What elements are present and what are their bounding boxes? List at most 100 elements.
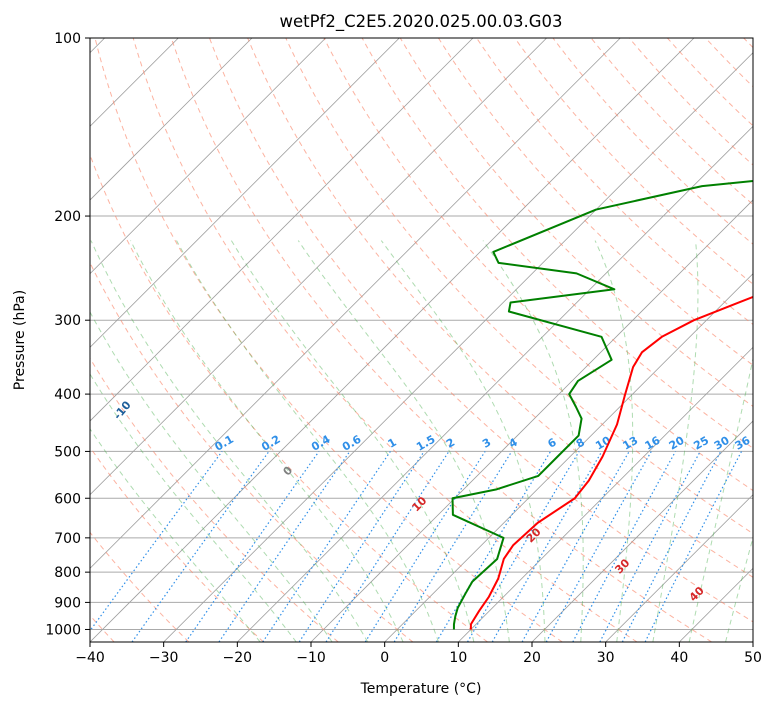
isotherm-line [90,38,400,348]
moist-adiabat-line [130,240,404,642]
dry-adiabat-line [94,38,563,642]
isotherm-line [90,38,253,201]
y-tick-label: 500 [54,444,81,460]
isotherm-line [531,420,753,642]
y-tick-label: 600 [54,491,81,507]
mixing-ratio-label: 1.5 [414,433,437,454]
y-tick-label: 1000 [45,622,81,638]
mixing-ratio-line [466,451,580,642]
isotherm-line [90,38,695,642]
x-tick-label: 10 [449,650,467,666]
dry-adiabat-line [90,261,414,642]
plot-frame [89,37,754,643]
mixing-ratio-line [644,451,743,642]
moist-adiabat-label: 10 [409,494,429,514]
isotherm-line [163,52,753,642]
mixing-ratio-label: 13 [621,434,641,453]
dry-adiabat-line [90,357,339,642]
y-tick-label: 700 [54,531,81,547]
dry-adiabat-line [209,38,753,623]
mixing-ratio-line [435,451,552,642]
isotherm-line [90,38,621,569]
dry-adiabat-lines [90,38,753,642]
y-tick-label: 400 [54,387,81,403]
isotherm-gridlines [90,38,753,642]
dry-adiabat-line [476,38,753,326]
isotherm-line [90,38,474,422]
x-tick-label: 0 [380,650,389,666]
mixing-ratio-lines [90,451,743,642]
dry-adiabat-line [323,38,753,492]
x-tick-label: 50 [744,650,762,666]
chart-title: wetPf2_C2E5.2020.025.00.03.G03 [279,12,562,32]
mixing-ratio-line [262,451,391,642]
x-axis-label: Temperature (°C) [360,681,482,697]
dewpoint-profile-line [451,179,753,630]
dry-adiabat-line [247,38,753,578]
x-tick-label: 20 [523,650,541,666]
mixing-ratio-label: 30 [712,434,732,453]
dry-adiabat-line [438,38,753,366]
moist-adiabat-line [176,240,439,642]
moist-adiabat-line [90,240,369,642]
mixing-ratio-label: 6 [545,435,558,450]
dry-adiabat-line [514,38,753,285]
x-tick-label: −30 [149,650,179,666]
dry-adiabat-line [399,38,753,408]
mixing-ratio-line [218,451,351,642]
x-tick-label: −10 [296,650,326,666]
mixing-ratio-label: 10 [593,434,613,453]
moist-adiabat-lines [90,240,753,642]
moist-adiabat-line [230,240,475,642]
mixing-ratio-label: 0.2 [259,433,282,454]
x-tick-label: 30 [597,650,615,666]
dry-adiabat-line [667,38,753,127]
mixing-ratio-line [491,451,603,642]
moist-adiabat-line [90,310,333,642]
y-tick-label: 200 [54,209,81,225]
mixing-ratio-label: 2 [444,436,457,451]
isotherm-line [458,346,753,642]
mixing-ratio-line [572,451,677,642]
dry-adiabat-line [90,531,190,642]
dry-adiabat-line [743,38,753,49]
dry-adiabat-line [132,38,638,642]
y-tick-label: 800 [54,565,81,581]
moist-adiabat-line [482,240,584,642]
mixing-ratio-line [325,451,450,642]
mixing-ratio-line [131,451,270,642]
y-axis-label: Pressure (hPa) [12,290,28,390]
mixing-ratio-label: 1 [386,436,399,451]
mixing-ratio-line [90,451,223,632]
dry-adiabat-line [285,38,753,535]
dry-adiabat-line [170,38,712,642]
dry-adiabat-line [361,38,753,449]
mixing-ratio-line [521,451,630,642]
y-tick-label: 100 [54,31,81,47]
y-axis: 100 200 300 400 500 600 700 800 900 1000 [45,31,90,638]
moist-adiabat-label: 0 [281,464,296,479]
isotherm-line [90,38,326,275]
mixing-ratio-label: 20 [667,434,687,453]
moist-adiabat-line [297,240,510,642]
moist-adiabat-line [90,373,297,642]
dry-adiabat-line [90,446,264,642]
dry-adiabat-line [705,38,753,88]
mixing-ratio-label: 0.6 [340,433,364,454]
line-annotations: 0.10.20.40.611.52346810131620253036-100-… [111,398,753,604]
mixing-ratio-label: 16 [643,434,663,453]
moist-adiabat-line [90,427,261,642]
isotherm-line [605,494,753,642]
moist-adiabat-line [688,356,753,642]
x-tick-label: −40 [75,650,105,666]
x-tick-label: 40 [670,650,688,666]
mixing-ratio-line [298,451,425,642]
mixing-ratio-label: 0.1 [213,433,236,454]
isotherm-line [384,273,753,642]
isotherm-line [237,125,753,642]
y-tick-label: 900 [54,595,81,611]
mixing-ratio-label: 0.4 [309,433,333,454]
moist-adiabat-line [725,535,753,642]
isotherm-line [679,567,753,642]
x-axis: −40 −30 −20 −10 0 10 20 30 40 50 [75,642,762,666]
